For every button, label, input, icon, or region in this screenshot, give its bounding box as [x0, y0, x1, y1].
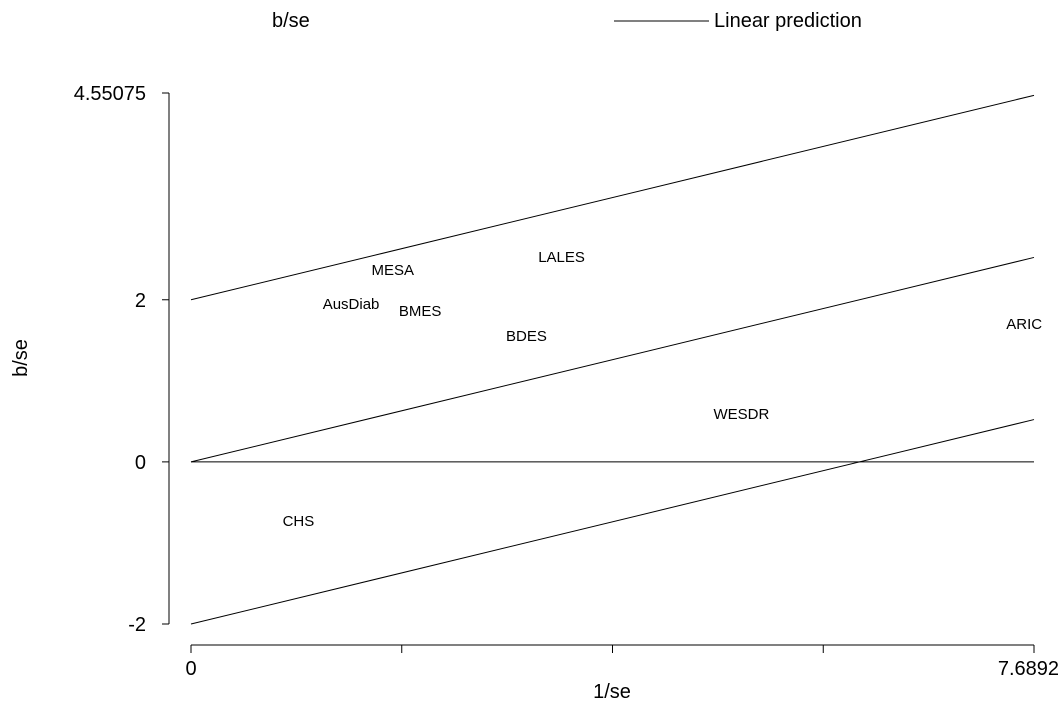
prediction-lines: [190, 94, 1035, 625]
study-points: MESA LALES AusDiab BMES BDES ARIC WESDR CHS: [283, 249, 1043, 530]
point-label-ausdiab: AusDiab: [323, 296, 380, 313]
point-label-mesa: MESA: [371, 262, 414, 279]
legend: b/se Linear prediction: [272, 10, 862, 32]
y-axis-title: b/se: [10, 339, 32, 377]
legend-label-b-se: b/se: [272, 10, 310, 32]
y-axis-ticks: -2 0 2 4.55075: [74, 83, 169, 636]
y-tick-label: 4.55075: [74, 83, 146, 105]
y-tick-label: 2: [135, 290, 146, 312]
point-label-bdes: BDES: [506, 328, 547, 345]
point-label-bmes: BMES: [399, 303, 442, 320]
point-label-lales: LALES: [538, 249, 585, 266]
y-tick-label: 0: [135, 452, 146, 474]
legend-label-linear-prediction: Linear prediction: [714, 10, 862, 32]
point-label-wesdr: WESDR: [713, 406, 769, 423]
y-tick-label: -2: [128, 614, 146, 636]
linear-prediction-line: [190, 256, 1035, 463]
lower-bound-line: [190, 419, 1035, 625]
point-label-aric: ARIC: [1006, 316, 1042, 333]
x-axis-title: 1/se: [593, 681, 631, 703]
upper-bound-line: [190, 94, 1035, 301]
x-tick-label: 0: [185, 658, 196, 680]
point-label-chs: CHS: [283, 513, 315, 530]
